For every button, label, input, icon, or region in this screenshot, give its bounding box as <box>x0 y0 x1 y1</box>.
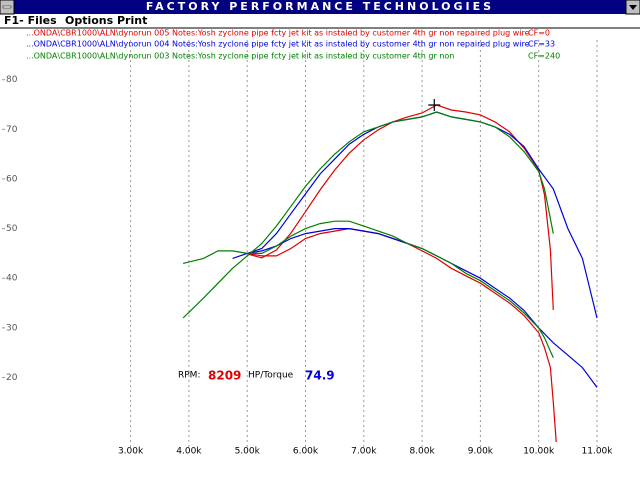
y-tick-label: 60 <box>6 174 18 184</box>
x-tick-label: 6.00k <box>293 447 319 457</box>
y-tick-label: 80 <box>6 75 18 85</box>
legend-cf: CF=0 <box>528 29 550 38</box>
legend-notes: Notes:Yosh zyclone pipe fcty jet kit as … <box>172 40 530 49</box>
readout-value: 74.9 <box>305 369 335 383</box>
rpm-value: 8209 <box>208 369 241 383</box>
legend-notes: Notes:Yosh zyclone pipe fcty jet kit as … <box>172 29 530 38</box>
menu-item[interactable]: Print <box>117 14 147 27</box>
window-title: FACTORY PERFORMANCE TECHNOLOGIES <box>146 0 494 13</box>
x-tick-label: 7.00k <box>351 447 377 457</box>
menu-item[interactable]: Options <box>65 14 114 27</box>
y-tick-label: 50 <box>6 224 18 234</box>
y-tick-label: 20 <box>6 373 18 383</box>
x-tick-label: 10.00k <box>523 447 555 457</box>
x-tick-label: 3.00k <box>118 447 144 457</box>
legend-file: ...ONDA\CBR1000\ALN\dynorun 003 <box>26 52 169 61</box>
menu-item[interactable]: F1- Files <box>4 14 57 27</box>
x-tick-label: 5.00k <box>235 447 261 457</box>
title-bar <box>0 0 640 14</box>
dyno-curve <box>182 111 554 319</box>
system-menu-icon <box>2 5 12 9</box>
x-tick-label: 8.00k <box>409 447 435 457</box>
x-tick-label: 4.00k <box>176 447 202 457</box>
cursor-crosshair <box>428 99 441 112</box>
legend-file: ...ONDA\CBR1000\ALN\dynorun 004 <box>26 40 169 49</box>
y-tick-label: 30 <box>6 323 18 333</box>
dyno-curve <box>247 104 554 311</box>
legend-cf: CF=33 <box>528 40 555 49</box>
minimize-icon <box>629 5 637 10</box>
value-label: HP/Torque <box>248 371 294 381</box>
y-tick-label: 40 <box>6 274 18 284</box>
x-tick-label: 9.00k <box>468 447 494 457</box>
dyno-curve <box>182 220 554 358</box>
dyno-curve <box>247 227 557 443</box>
legend-cf: CF=240 <box>528 52 560 61</box>
dyno-curve <box>232 228 598 388</box>
legend-file: ...ONDA\CBR1000\ALN\dynorun 005 <box>26 29 169 38</box>
x-tick-label: 11.00k <box>582 447 614 457</box>
y-tick-label: 70 <box>6 125 18 135</box>
legend-notes: Notes:Yosh zyclone pipe fcty jet kit as … <box>172 52 454 61</box>
